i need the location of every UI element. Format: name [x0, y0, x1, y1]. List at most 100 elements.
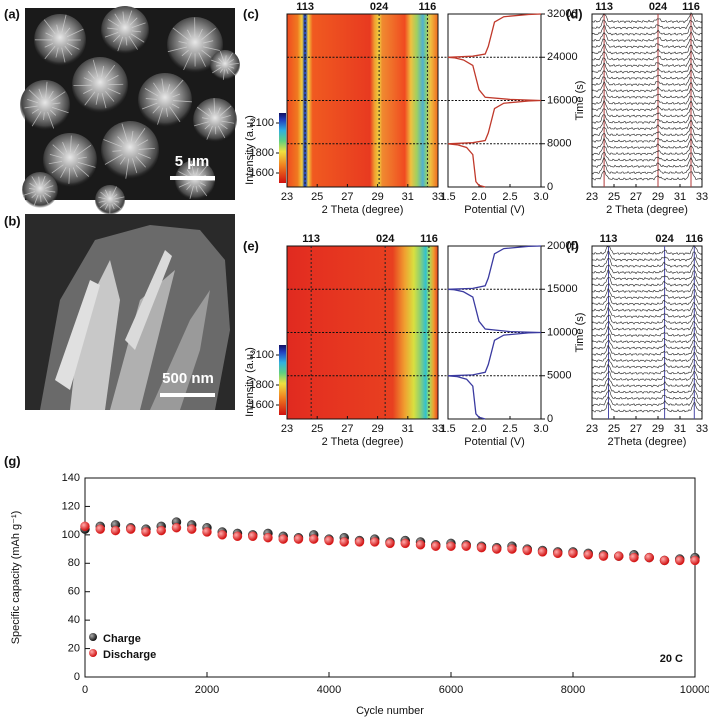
- trace: [591, 339, 703, 350]
- trace: [591, 333, 702, 344]
- trace: [591, 81, 703, 93]
- sem-flake: [103, 139, 123, 148]
- sem-flake: [190, 160, 195, 175]
- axes-frame: [591, 245, 703, 420]
- trace: [591, 133, 703, 143]
- trace: [591, 389, 703, 400]
- sem-flake: [157, 107, 164, 125]
- sem-flake: [44, 42, 54, 48]
- x-tick-label: 23: [586, 423, 598, 435]
- sem-flake: [52, 102, 61, 105]
- x-axis-label: 2 Theta (degree): [606, 204, 688, 216]
- trace: [591, 145, 703, 156]
- colorbar-tick-label: 1800: [250, 379, 274, 391]
- sem-flake: [45, 190, 56, 193]
- sem-flake: [45, 81, 48, 98]
- sem-sheet: [70, 260, 120, 410]
- trace: [591, 382, 703, 394]
- sem-flake: [212, 67, 222, 74]
- sem-flake: [178, 41, 187, 44]
- sem-flake: [47, 111, 55, 129]
- sem-flake: [166, 84, 171, 93]
- sem-flake: [56, 24, 59, 33]
- x-tick-label: 31: [402, 191, 414, 203]
- sem-flake: [104, 64, 116, 79]
- sem-flake: [226, 69, 229, 74]
- sem-flake: [64, 45, 73, 56]
- sem-flake: [52, 144, 65, 155]
- sem-flake: [135, 156, 146, 168]
- sem-flake: [43, 19, 56, 35]
- sem-flake: [111, 203, 115, 210]
- sem-flake: [48, 161, 63, 165]
- peak-label: 024: [649, 1, 668, 13]
- sem-flake: [130, 130, 134, 142]
- sem-flake: [193, 121, 209, 127]
- sem-flake: [51, 91, 66, 102]
- sem-sheet: [150, 290, 210, 410]
- sem-flake: [77, 156, 87, 160]
- trace: [591, 244, 703, 256]
- peak-label: 024: [370, 1, 389, 13]
- trace: [591, 76, 703, 87]
- trace: [591, 43, 703, 55]
- x-tick-label: 27: [630, 191, 642, 203]
- sem-flake: [76, 144, 92, 156]
- sem-flake: [41, 175, 46, 186]
- x-axis-label: Potential (V): [464, 204, 525, 216]
- sem-flake: [186, 184, 192, 191]
- sem-flake: [131, 22, 146, 29]
- sem-flake: [189, 185, 194, 199]
- x-axis-label: 2 Theta (degree): [322, 204, 404, 216]
- sem-flake: [31, 176, 38, 186]
- sem-flake: [27, 98, 38, 104]
- point: [385, 538, 395, 549]
- point: [476, 542, 487, 553]
- x-tick-label: 23: [586, 191, 598, 203]
- sem-flake: [221, 120, 235, 124]
- y-tick-label: 16000: [547, 94, 578, 106]
- point: [431, 541, 441, 551]
- x-tick-label: 31: [674, 423, 686, 435]
- sem-flake: [84, 91, 96, 106]
- legend-marker: [89, 633, 97, 641]
- peak-label: 113: [296, 1, 314, 13]
- panel-label: (b): [4, 213, 21, 228]
- sem-flake: [73, 143, 80, 154]
- sem-flake: [219, 68, 223, 73]
- sem-flake: [222, 69, 225, 80]
- panel-label: (g): [4, 453, 21, 468]
- sem-flake: [104, 32, 119, 38]
- colorbar: [279, 345, 286, 415]
- sem-flake: [217, 125, 226, 139]
- sem-flake: [23, 191, 35, 196]
- point: [339, 537, 349, 547]
- panel-label: (e): [243, 238, 259, 253]
- x-tick-label: 25: [311, 191, 323, 203]
- point: [446, 541, 456, 551]
- legend-marker: [89, 649, 97, 657]
- x-tick-label: 8000: [561, 684, 585, 696]
- peak-label: 116: [685, 233, 703, 245]
- x-tick-label: 2.0: [471, 191, 486, 203]
- sem-flake: [138, 147, 155, 150]
- sem-flake: [141, 102, 158, 110]
- sem-flake: [111, 186, 117, 197]
- sem-particle: [167, 17, 223, 73]
- y-tick-label: 5000: [547, 370, 571, 382]
- sem-flake: [29, 188, 35, 190]
- x-tick-label: 29: [371, 191, 383, 203]
- sem-flake: [127, 10, 133, 24]
- x-axis-label: 2 Theta (degree): [322, 436, 404, 448]
- trace: [591, 363, 703, 375]
- potential-curve: [447, 13, 542, 188]
- trace: [591, 19, 703, 30]
- sem-flake: [104, 203, 109, 210]
- sem-flake: [101, 93, 107, 109]
- sem-flake: [113, 34, 121, 43]
- x-tick-label: 4000: [317, 684, 341, 696]
- sem-flake: [105, 91, 115, 102]
- sem-flake: [68, 168, 71, 184]
- sem-flake: [113, 202, 122, 210]
- point: [156, 525, 166, 536]
